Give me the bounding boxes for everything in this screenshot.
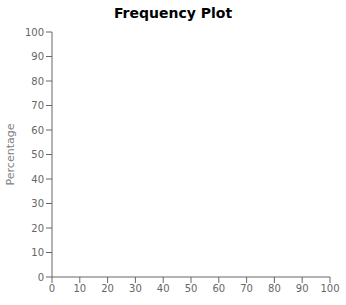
svg-text:10: 10 (73, 283, 86, 294)
svg-text:50: 50 (185, 283, 198, 294)
svg-text:60: 60 (31, 125, 44, 136)
svg-text:100: 100 (25, 27, 44, 38)
svg-text:60: 60 (212, 283, 225, 294)
svg-text:90: 90 (296, 283, 309, 294)
svg-text:30: 30 (129, 283, 142, 294)
svg-text:70: 70 (31, 100, 44, 111)
svg-text:30: 30 (31, 198, 44, 209)
html-text:Frequency Plot: Frequency Plot (113, 5, 233, 21)
svg-text:70: 70 (240, 283, 253, 294)
svg-text:10: 10 (31, 247, 44, 258)
svg-text:40: 40 (157, 283, 170, 294)
svg-text:0: 0 (38, 272, 44, 283)
svg-text:Percentage: Percentage (8, 123, 17, 185)
svg-text:80: 80 (31, 76, 44, 87)
svg-text:0: 0 (49, 283, 55, 294)
svg-text:90: 90 (31, 51, 44, 62)
svg-text:100: 100 (320, 283, 338, 294)
svg-text:20: 20 (101, 283, 114, 294)
svg-text:80: 80 (268, 283, 281, 294)
svg-text:50: 50 (31, 149, 44, 160)
svg-text:20: 20 (31, 223, 44, 234)
svg-text:40: 40 (31, 174, 44, 185)
